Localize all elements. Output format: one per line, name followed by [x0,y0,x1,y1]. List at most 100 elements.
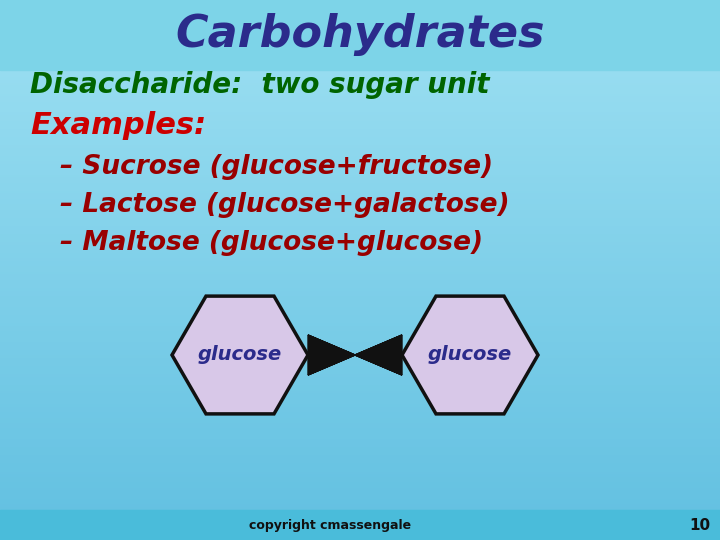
Bar [0,205,720,208]
Bar [0,502,720,505]
Bar [0,432,720,435]
Bar [0,113,720,116]
Bar [0,16,720,19]
Bar [0,27,720,30]
Bar [0,324,720,327]
Bar [0,483,720,486]
Bar [0,216,720,219]
Bar [0,467,720,470]
Bar [0,535,720,537]
Bar [0,197,720,200]
Bar [0,57,720,59]
Bar [0,116,720,119]
Bar [0,510,720,513]
Bar [0,508,720,510]
Bar [0,78,720,81]
Bar [0,456,720,459]
Bar [0,227,720,229]
Bar [0,143,720,146]
Bar [0,251,720,254]
Bar [0,389,720,392]
Bar [0,335,720,338]
Bar [0,475,720,478]
Bar [0,343,720,346]
Bar [0,194,720,197]
Bar [0,108,720,111]
Bar [0,40,720,43]
Bar [0,32,720,35]
Bar [0,356,720,359]
Bar [0,354,720,356]
Bar [0,189,720,192]
Bar [0,162,720,165]
Bar [0,221,720,224]
Bar [0,246,720,248]
Bar [0,405,720,408]
Text: Disaccharide:  two sugar unit: Disaccharide: two sugar unit [30,71,490,99]
Bar [0,84,720,86]
Bar [0,86,720,89]
Bar [0,148,720,151]
Bar [0,81,720,84]
Bar [0,537,720,540]
Bar [0,59,720,62]
Bar [0,435,720,437]
Bar [0,157,720,159]
Bar [0,329,720,332]
Bar [0,489,720,491]
Bar [0,230,720,232]
Bar [0,464,720,467]
Bar [0,68,720,70]
Polygon shape [402,296,538,414]
Bar [0,327,720,329]
Bar [0,297,720,300]
Bar [0,459,720,462]
Bar [0,529,720,532]
Bar [0,186,720,189]
Text: Examples:: Examples: [30,111,206,139]
Bar [0,505,720,508]
Bar [0,235,720,238]
Bar [0,119,720,122]
Bar [0,410,720,413]
Bar [0,308,720,310]
Bar [0,146,720,148]
Bar [0,94,720,97]
Bar [0,105,720,108]
Bar [0,73,720,76]
Text: glucose: glucose [198,346,282,365]
Bar [0,240,720,243]
Bar [0,378,720,381]
Text: – Sucrose (glucose+fructose): – Sucrose (glucose+fructose) [60,154,493,180]
Bar [0,362,720,364]
Bar [0,348,720,351]
Bar [0,278,720,281]
Bar [0,100,720,103]
Bar [0,367,720,370]
Bar [0,111,720,113]
Bar [0,154,720,157]
Bar [0,213,720,216]
Bar [0,192,720,194]
Bar [0,402,720,405]
Bar [0,513,720,516]
Text: copyright cmassengale: copyright cmassengale [249,518,411,531]
Bar [0,270,720,273]
Bar [0,259,720,262]
Bar [0,281,720,284]
Bar [0,243,720,246]
Bar [0,62,720,65]
Bar [0,127,720,130]
Bar [0,0,720,3]
Bar [0,254,720,256]
Bar [0,265,720,267]
Bar [0,375,720,378]
Bar [0,176,720,178]
Bar [0,486,720,489]
Bar [0,89,720,92]
Bar [0,0,720,70]
Bar [0,397,720,400]
Bar [0,373,720,375]
Bar [0,392,720,394]
Bar [0,305,720,308]
